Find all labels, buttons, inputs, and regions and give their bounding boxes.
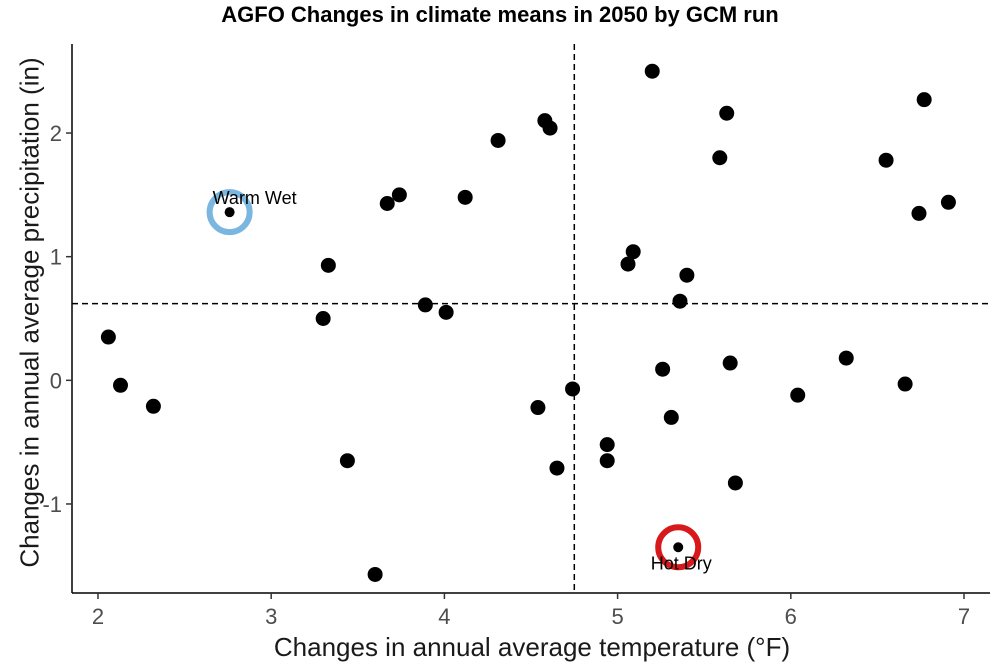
data-point — [655, 361, 671, 377]
data-point — [916, 92, 932, 108]
data-point — [145, 398, 161, 414]
data-point — [438, 304, 454, 320]
data-point — [339, 453, 355, 469]
data-point — [549, 460, 565, 476]
data-point — [712, 150, 728, 166]
x-tick-label: 2 — [92, 604, 104, 629]
chart-title: AGFO Changes in climate means in 2050 by… — [221, 2, 779, 27]
data-point — [722, 355, 738, 371]
data-point — [530, 400, 546, 416]
data-point — [542, 120, 558, 136]
x-tick-label: 3 — [265, 604, 277, 629]
data-point — [644, 63, 660, 79]
x-tick-label: 7 — [958, 604, 970, 629]
x-tick-label: 4 — [438, 604, 450, 629]
ticks: 2 3 4 5 6 7 -1 0 1 2 — [42, 121, 970, 629]
x-tick-label: 6 — [785, 604, 797, 629]
highlight-center-point — [224, 207, 235, 218]
highlight-ring — [655, 524, 702, 571]
data-point — [940, 194, 956, 210]
data-point — [620, 256, 636, 272]
data-point — [490, 132, 506, 148]
data-point — [565, 381, 581, 397]
data-point — [679, 267, 695, 283]
y-tick-label: 2 — [50, 121, 62, 146]
y-tick-label: 1 — [50, 245, 62, 270]
data-point — [625, 244, 641, 260]
highlight-label: Warm Wet — [213, 188, 297, 208]
data-point — [379, 196, 395, 212]
data-point — [391, 187, 407, 203]
highlight-markers: Warm Wet Hot Dry — [206, 188, 712, 573]
data-point — [367, 566, 383, 582]
data-point — [663, 409, 679, 425]
data-point — [417, 297, 433, 313]
x-tick-label: 5 — [611, 604, 623, 629]
data-point — [599, 453, 615, 469]
x-axis-label: Changes in annual average temperature (°… — [273, 632, 791, 662]
data-point — [790, 387, 806, 403]
data-points — [100, 63, 956, 582]
data-point — [320, 257, 336, 273]
data-point — [911, 205, 927, 221]
y-axis-label: Changes in annual average precipitation … — [14, 57, 45, 568]
data-point — [838, 350, 854, 366]
data-point — [457, 189, 473, 205]
y-tick-label: 0 — [50, 368, 62, 393]
data-point — [315, 311, 331, 326]
y-tick-label: -1 — [42, 492, 62, 517]
data-point — [897, 376, 913, 392]
data-point — [100, 329, 116, 345]
data-point — [112, 377, 128, 393]
axes — [71, 44, 990, 594]
data-point — [672, 293, 688, 309]
data-point — [727, 475, 743, 491]
data-point — [719, 105, 735, 121]
highlight-center-point — [673, 542, 684, 553]
data-point — [878, 152, 894, 168]
highlight-ring — [206, 189, 253, 236]
reference-lines — [72, 44, 990, 593]
data-point — [599, 437, 615, 453]
highlight-label: Hot Dry — [651, 553, 712, 573]
